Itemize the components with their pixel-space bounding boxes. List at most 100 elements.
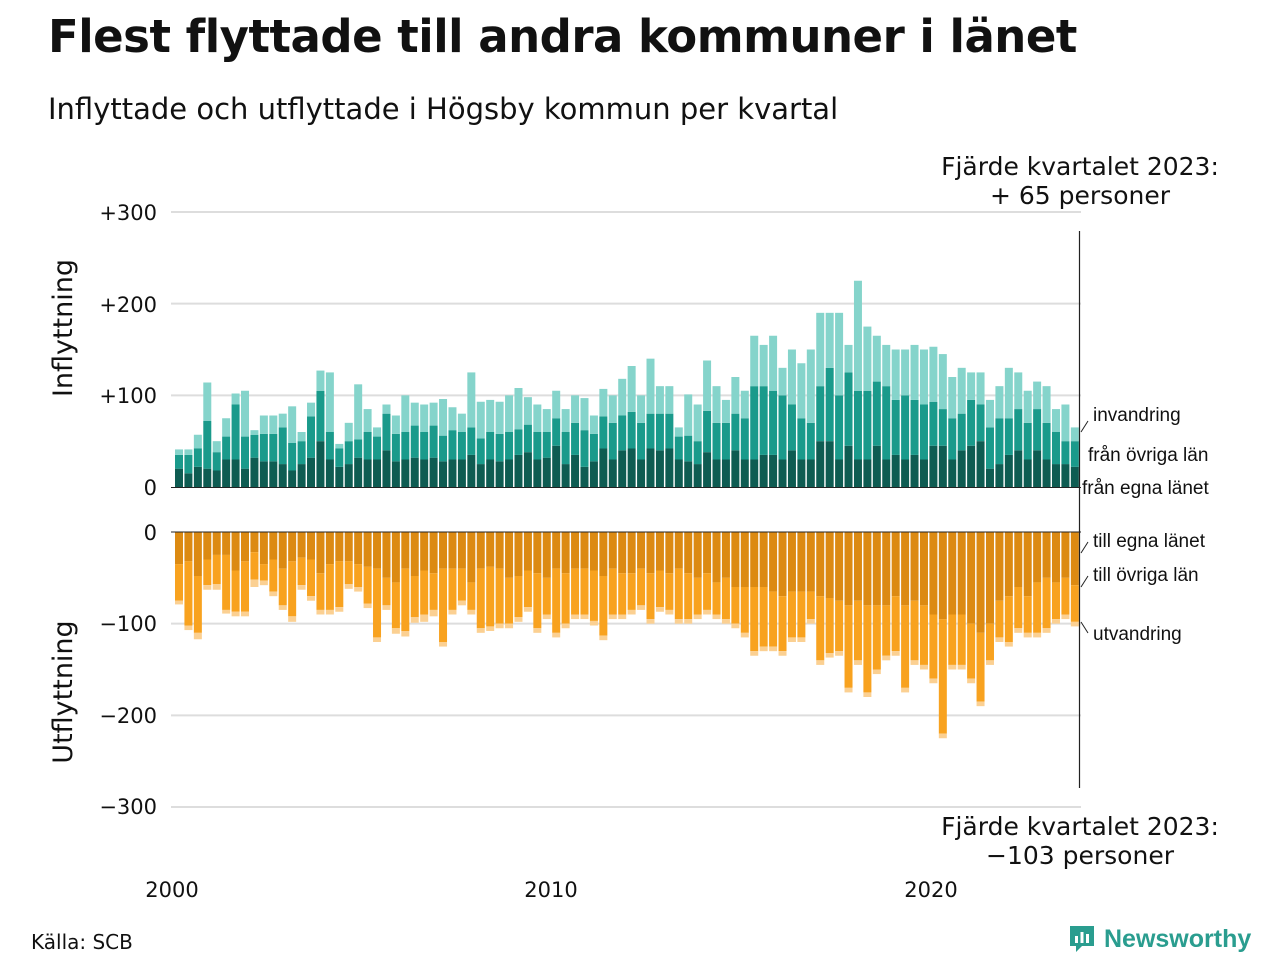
bar-från-övriga-län <box>787 404 796 451</box>
bar-till-övriga-län <box>646 573 655 620</box>
bar-invandring <box>778 367 787 396</box>
bar-invandring <box>929 346 938 402</box>
bar-till-egna-länet <box>533 532 542 574</box>
xtick-2000: 2000 <box>145 878 198 902</box>
bar-invandring <box>307 402 316 417</box>
bar-från-egna-länet <box>401 459 410 487</box>
bar-från-övriga-län <box>382 413 391 451</box>
bar-till-egna-länet <box>778 532 787 597</box>
bar-invandring <box>212 441 221 453</box>
bar-utvandring <box>439 642 448 647</box>
bar-till-egna-länet <box>750 532 759 587</box>
bar-från-egna-länet <box>288 470 297 487</box>
bar-till-övriga-län <box>335 561 344 608</box>
bar-från-övriga-län <box>335 448 344 467</box>
bar-utvandring <box>938 733 947 739</box>
bar-från-egna-länet <box>250 457 259 487</box>
bar-från-egna-länet <box>608 459 617 487</box>
bar-från-övriga-län <box>561 432 570 465</box>
bar-invandring <box>740 390 749 419</box>
bar-invandring <box>222 418 231 437</box>
bar-invandring <box>919 349 928 405</box>
bar-från-övriga-län <box>401 432 410 460</box>
bar-utvandring <box>731 623 740 629</box>
bar-till-egna-länet <box>514 532 523 576</box>
bar-invandring <box>542 409 551 432</box>
bar-från-övriga-län <box>863 390 872 460</box>
bar-invandring <box>703 360 712 411</box>
bar-från-egna-länet <box>712 459 721 487</box>
bar-från-egna-länet <box>693 464 702 487</box>
bar-från-övriga-län <box>684 435 693 462</box>
bar-till-egna-länet <box>1023 532 1032 597</box>
bar-från-övriga-län <box>1033 409 1042 451</box>
bar-från-egna-länet <box>919 459 928 487</box>
bar-utvandring <box>297 585 306 590</box>
bar-från-egna-länet <box>373 459 382 487</box>
bar-från-övriga-län <box>608 422 617 460</box>
bar-utvandring <box>486 626 495 631</box>
bar-till-övriga-län <box>712 582 721 615</box>
page-subtitle: Inflyttade och utflyttade i Högsby kommu… <box>48 92 839 126</box>
bar-utvandring <box>967 678 976 684</box>
bar-från-övriga-län <box>1051 432 1060 465</box>
bar-invandring <box>769 335 778 391</box>
bar-till-övriga-län <box>976 632 985 702</box>
bar-från-egna-länet <box>222 459 231 487</box>
bar-invandring <box>533 404 542 432</box>
bar-från-egna-länet <box>184 473 193 487</box>
bar-till-övriga-län <box>382 577 391 606</box>
bar-till-övriga-län <box>325 564 334 610</box>
bar-utvandring <box>995 637 1004 642</box>
bar-till-övriga-län <box>391 582 400 629</box>
ytick-out-300: −300 <box>99 795 157 819</box>
bar-invandring <box>184 449 193 455</box>
bar-till-övriga-län <box>476 568 485 629</box>
bar-utvandring <box>1004 642 1013 647</box>
bar-till-övriga-län <box>674 568 683 620</box>
bar-till-egna-länet <box>938 532 947 620</box>
bar-från-egna-länet <box>514 454 523 487</box>
bar-invandring <box>335 443 344 449</box>
bar-till-egna-länet <box>948 532 957 615</box>
bar-till-egna-länet <box>401 532 410 569</box>
bar-till-övriga-län <box>995 600 1004 638</box>
bar-från-egna-länet <box>929 445 938 487</box>
bar-från-egna-länet <box>1070 466 1079 487</box>
bar-till-övriga-län <box>750 587 759 652</box>
bar-till-övriga-län <box>212 554 221 585</box>
bar-invandring <box>1061 404 1070 442</box>
bar-till-övriga-län <box>1070 585 1079 622</box>
bar-utvandring <box>825 653 834 658</box>
bar-utvandring <box>250 579 259 587</box>
bar-till-övriga-län <box>448 568 457 610</box>
bar-invandring <box>608 395 617 423</box>
bar-till-övriga-län <box>222 554 231 610</box>
bar-till-övriga-län <box>655 570 664 608</box>
bar-utvandring <box>750 651 759 656</box>
bar-utvandring <box>891 651 900 656</box>
bar-utvandring <box>599 635 608 641</box>
bar-utvandring <box>401 631 410 637</box>
bar-till-egna-länet <box>929 532 938 615</box>
bar-från-övriga-län <box>288 443 297 471</box>
bar-från-egna-länet <box>354 457 363 487</box>
bar-från-övriga-län <box>599 416 608 449</box>
bar-till-egna-länet <box>985 532 994 624</box>
bar-till-egna-länet <box>335 532 344 562</box>
bar-invandring <box>976 372 985 405</box>
bar-till-övriga-län <box>316 573 325 610</box>
bar-från-egna-länet <box>882 459 891 487</box>
bar-invandring <box>373 427 382 437</box>
bar-invandring <box>241 390 250 437</box>
bar-till-egna-länet <box>439 532 448 569</box>
bar-från-egna-länet <box>429 457 438 487</box>
bar-från-övriga-län <box>712 422 721 460</box>
bar-från-egna-länet <box>363 459 372 487</box>
bar-från-övriga-län <box>825 367 834 442</box>
bar-till-egna-länet <box>655 532 664 571</box>
bar-till-övriga-län <box>618 573 627 615</box>
bar-utvandring <box>957 664 966 670</box>
bar-till-egna-länet <box>1033 532 1042 583</box>
bar-från-egna-länet <box>476 464 485 487</box>
